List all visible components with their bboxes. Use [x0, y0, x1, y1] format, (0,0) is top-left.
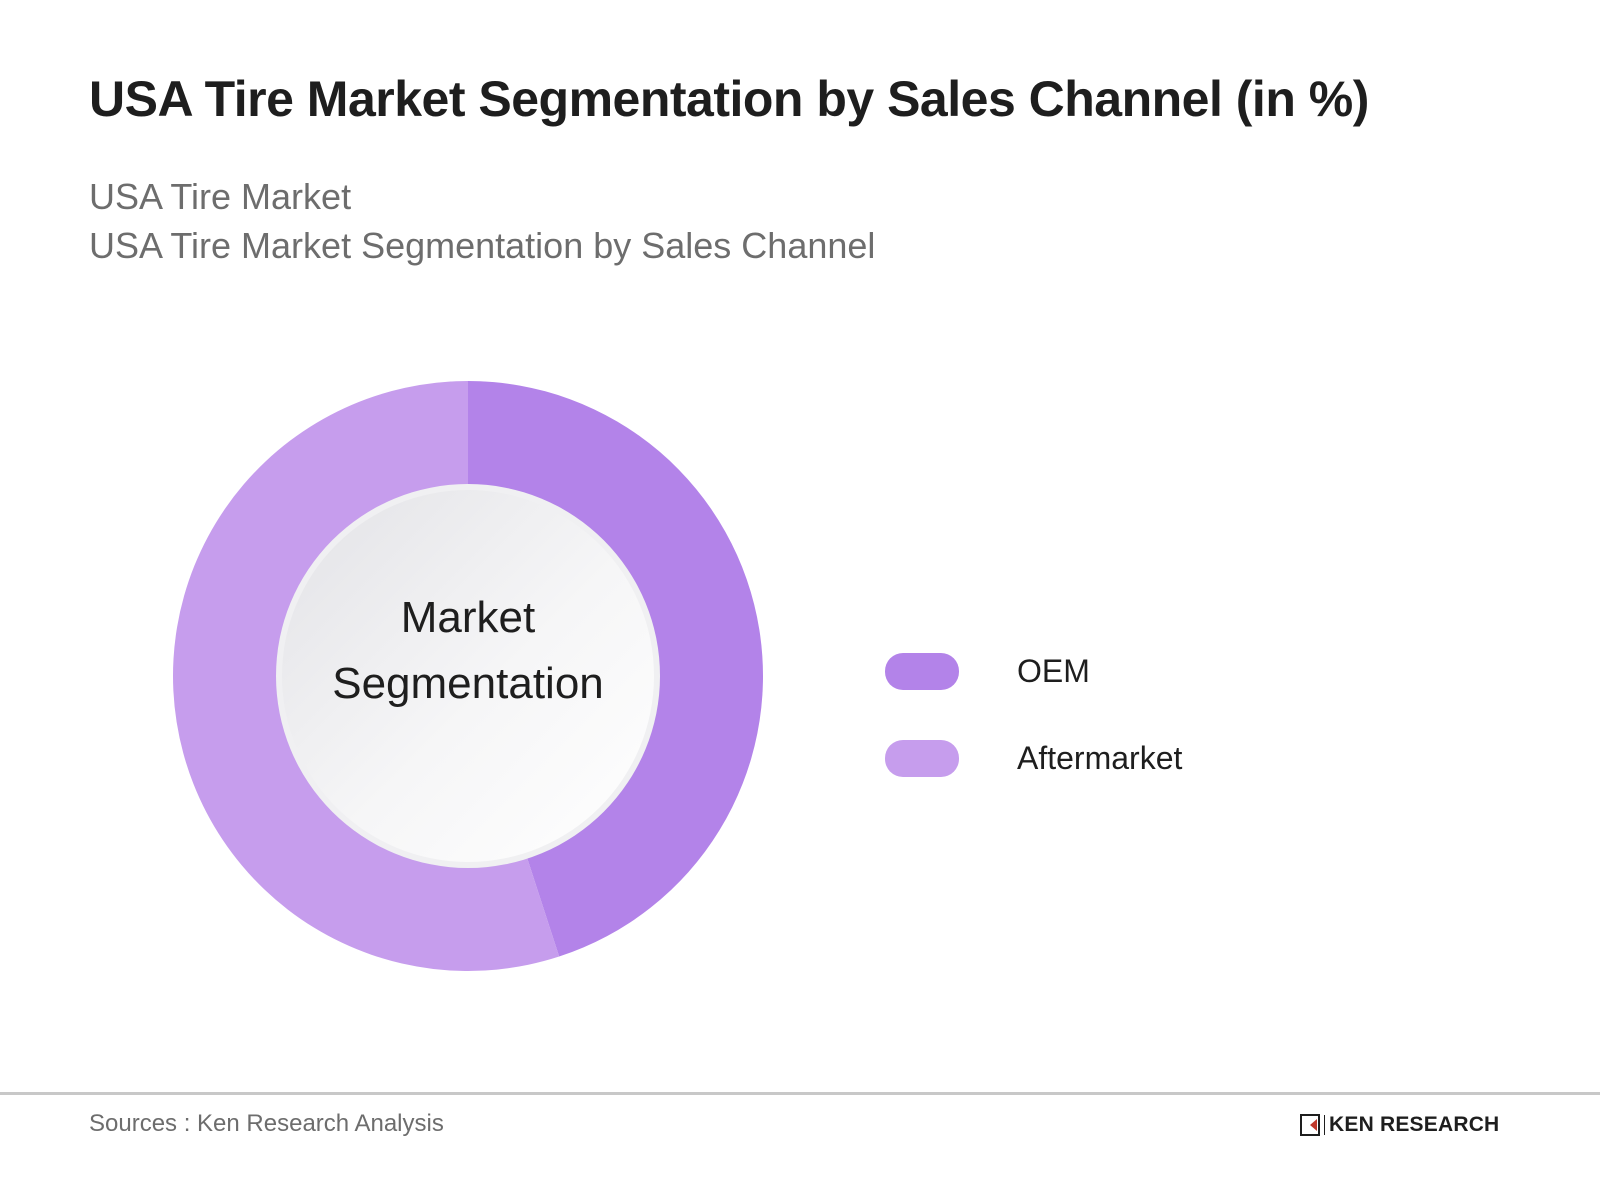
legend-swatch-oem — [885, 653, 959, 690]
center-label-line2: Segmentation — [332, 659, 604, 708]
donut-hole — [282, 490, 654, 862]
logo-text: KEN RESEARCH — [1329, 1113, 1500, 1136]
center-label-line1: Market — [400, 593, 536, 642]
footer-divider — [0, 1092, 1600, 1095]
donut-chart — [172, 381, 763, 971]
legend-label-oem: OEM — [1017, 653, 1090, 689]
donut-center-label: Market Segmentation — [280, 585, 656, 717]
logo-k-icon — [1300, 1114, 1320, 1136]
ken-research-logo: KEN RESEARCH — [1300, 1113, 1499, 1137]
chart-title: USA Tire Market Segmentation by Sales Ch… — [89, 71, 1369, 127]
logo-separator — [1324, 1115, 1325, 1135]
legend-item-aftermarket[interactable]: Aftermarket — [885, 715, 1182, 802]
legend-label-aftermarket: Aftermarket — [1017, 740, 1183, 776]
chart-subtitle-segmentation: USA Tire Market Segmentation by Sales Ch… — [89, 225, 876, 266]
chart-legend: OEM Aftermarket — [885, 628, 1182, 802]
legend-swatch-aftermarket — [885, 740, 959, 777]
legend-item-oem[interactable]: OEM — [885, 628, 1182, 715]
source-note: Sources : Ken Research Analysis — [89, 1110, 444, 1137]
chart-subtitle-market: USA Tire Market — [89, 176, 352, 217]
